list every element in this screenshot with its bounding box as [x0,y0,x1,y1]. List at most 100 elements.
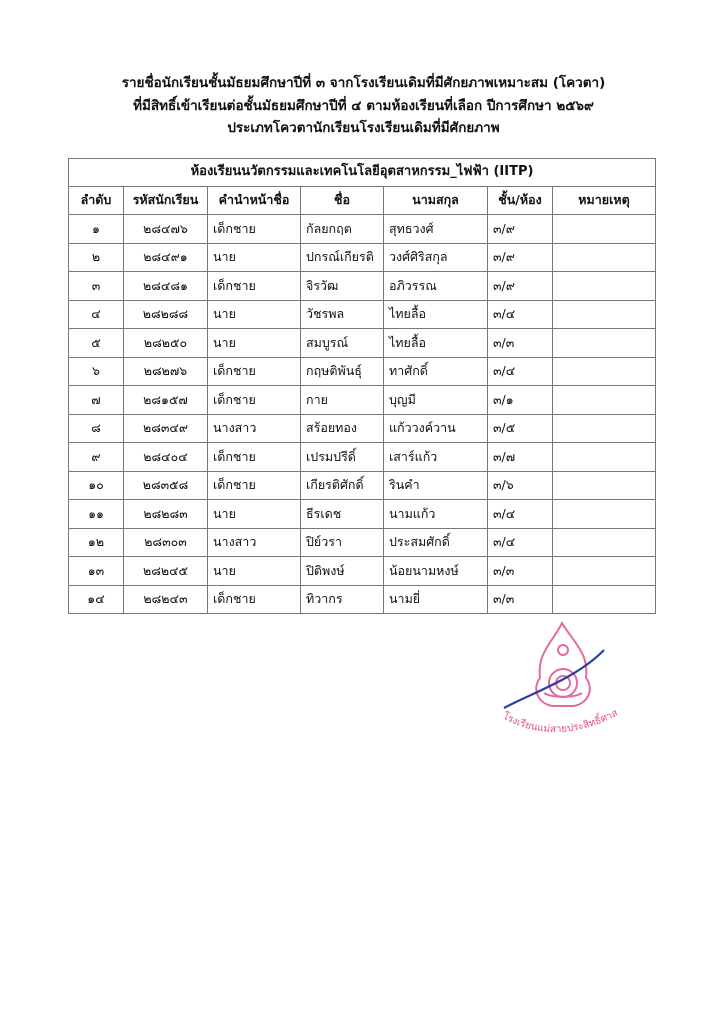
table-row: ๑๐ ๒๘๓๕๘ เด็กชาย เกียรติศักดิ์ รินคำ ๓/๖ [68,470,656,500]
last-name: สุทธวงศ์ [383,214,488,244]
student-id: ๒๘๔๘๑ [123,271,208,301]
class-room: ๓/๓ [487,584,553,614]
class-room: ๓/๕ [487,413,553,443]
student-id: ๒๘๓๐๓ [123,527,208,557]
column-header: ชื่อ [300,185,384,215]
document-title: รายชื่อนักเรียนชั้นมัธยมศึกษาปีที่ ๓ จาก… [14,72,714,140]
class-room: ๓/๔ [487,527,553,557]
student-id: ๒๘๓๕๘ [123,470,208,500]
name-prefix: เด็กชาย [207,442,301,472]
student-id: ๒๘๒๔๕ [123,556,208,586]
first-name: จิรวัฒ [300,271,384,301]
remark [552,385,656,415]
school-stamp: โรงเรียนแม่สายประสิทธิ์ศาสตร์ [492,618,620,735]
table-row: ๘๒๘๓๔๙ นางสาว สร้อยทอง แก้ววงค์วาน ๓/๕ [68,413,656,443]
last-name: น้อยนามหงษ์ [383,556,488,586]
name-prefix: นางสาว [207,527,301,557]
title-line-3: ประเภทโควตานักเรียนโรงเรียนเดิมที่มีศักย… [227,120,500,136]
class-room: ๓/๖ [487,470,553,500]
last-name: แก้ววงค์วาน [383,413,488,443]
table-row: ๓๒๘๔๘๑ เด็กชาย จิรวัฒ อภิวรรณ ๓/๙ [68,271,656,301]
first-name: วัชรพล [300,299,384,329]
column-header: คำนำหน้าชื่อ [207,185,301,215]
row-number: ๑๑ [68,499,124,529]
first-name: กัลยกฤต [300,214,384,244]
svg-text:โรงเรียนแม่สายประสิทธิ์ศาสตร์: โรงเรียนแม่สายประสิทธิ์ศาสตร์ [492,618,620,735]
row-number: ๒ [68,242,124,272]
student-table: ห้องเรียนนวัตกรรมและเทคโนโลยีอุตสาหกรรม_… [68,157,656,615]
table-row: ๗๒๘๑๕๗ เด็กชาย กาย บุญมี ๓/๑ [68,385,656,415]
row-number: ๓ [68,271,124,301]
first-name: กาย [300,385,384,415]
last-name: นามยี่ [383,584,488,614]
last-name: รินคำ [383,470,488,500]
remark [552,271,656,301]
last-name: นามแก้ว [383,499,488,529]
remark [552,242,656,272]
page: รายชื่อนักเรียนชั้นมัธยมศึกษาปีที่ ๓ จาก… [14,72,714,735]
column-header: ลำดับ [68,185,124,215]
remark [552,499,656,529]
row-number: ๗ [68,385,124,415]
table-row: ๑๑ ๒๘๒๘๓ นาย ธีรเดช นามแก้ว ๓/๔ [68,499,656,529]
column-header: นามสกุล [383,185,488,215]
last-name: วงศ์ศิริสกุล [383,242,488,272]
remark [552,413,656,443]
table-row: ๖๒๘๒๗๖ เด็กชาย กฤษติพันธุ์ ทาศักดิ์ ๓/๔ [68,356,656,386]
name-prefix: นาย [207,499,301,529]
name-prefix: นาย [207,328,301,358]
student-id: ๒๘๒๘๓ [123,499,208,529]
last-name: อภิวรรณ [383,271,488,301]
row-number: ๑๓ [68,556,124,586]
table-caption: ห้องเรียนนวัตกรรมและเทคโนโลยีอุตสาหกรรม_… [68,157,656,187]
first-name: สมบูรณ์ [300,328,384,358]
table-row: ๕๒๘๒๕๐ นาย สมบูรณ์ ไทยลื้อ ๓/๓ [68,328,656,358]
last-name: ไทยลื้อ [383,299,488,329]
last-name: ประสมศักดิ์ [383,527,488,557]
column-header: ชั้น/ห้อง [487,185,553,215]
first-name: สร้อยทอง [300,413,384,443]
remark [552,356,656,386]
table-row: ๒๒๘๔๙๑ นาย ปกรณ์เกียรติ วงศ์ศิริสกุล ๓/๙ [68,242,656,272]
student-id: ๒๘๔๙๑ [123,242,208,272]
last-name: ทาศักดิ์ [383,356,488,386]
class-room: ๓/๙ [487,214,553,244]
class-room: ๓/๔ [487,499,553,529]
name-prefix: เด็กชาย [207,356,301,386]
table-row: ๑๒ ๒๘๓๐๓ นางสาว ปิย์วรา ประสมศักดิ์ ๓/๔ [68,527,656,557]
remark [552,527,656,557]
class-room: ๓/๔ [487,356,553,386]
table-body: ๑๒๘๔๗๖ เด็กชาย กัลยกฤต สุทธวงศ์ ๓/๙๒๒๘๔๙๑ นาย… [68,214,656,614]
class-room: ๓/๙ [487,271,553,301]
remark [552,299,656,329]
class-room: ๓/๑ [487,385,553,415]
row-number: ๖ [68,356,124,386]
remark [552,470,656,500]
class-room: ๓/๓ [487,556,553,586]
name-prefix: เด็กชาย [207,470,301,500]
column-header: หมายเหตุ [552,185,656,215]
first-name: ปิย์วรา [300,527,384,557]
name-prefix: เด็กชาย [207,214,301,244]
student-id: ๒๘๒๘๘ [123,299,208,329]
name-prefix: นาย [207,242,301,272]
row-number: ๘ [68,413,124,443]
title-line-1: รายชื่อนักเรียนชั้นมัธยมศึกษาปีที่ ๓ จาก… [121,75,606,91]
first-name: กฤษติพันธุ์ [300,356,384,386]
table-row: ๙๒๘๔๐๔ เด็กชาย เปรมปรีดิ์ เสาร์แก้ว ๓/๗ [68,442,656,472]
table-row: ๑๔ ๒๘๒๔๓ เด็กชาย ทิวากร นามยี่ ๓/๓ [68,584,656,614]
remark [552,328,656,358]
student-id: ๒๘๒๔๓ [123,584,208,614]
table-row: ๔๒๘๒๘๘ นาย วัชรพล ไทยลื้อ ๓/๔ [68,299,656,329]
title-line-2: ที่มีสิทธิ์เข้าเรียนต่อชั้นมัธยมศึกษาปีท… [133,97,594,114]
table-row: ๑๓ ๒๘๒๔๕ นาย ปิติพงษ์ น้อยนามหงษ์ ๓/๓ [68,556,656,586]
name-prefix: นางสาว [207,413,301,443]
table-header-row: ลำดับ รหัสนักเรียน คำนำหน้าชื่อ ชื่อ นามสกุล… [68,185,656,215]
first-name: ธีรเดช [300,499,384,529]
stamp-text: โรงเรียนแม่สายประสิทธิ์ศาสตร์ [492,618,620,735]
remark [552,214,656,244]
class-room: ๓/๔ [487,299,553,329]
name-prefix: นาย [207,556,301,586]
name-prefix: เด็กชาย [207,271,301,301]
last-name: บุญมี [383,385,488,415]
